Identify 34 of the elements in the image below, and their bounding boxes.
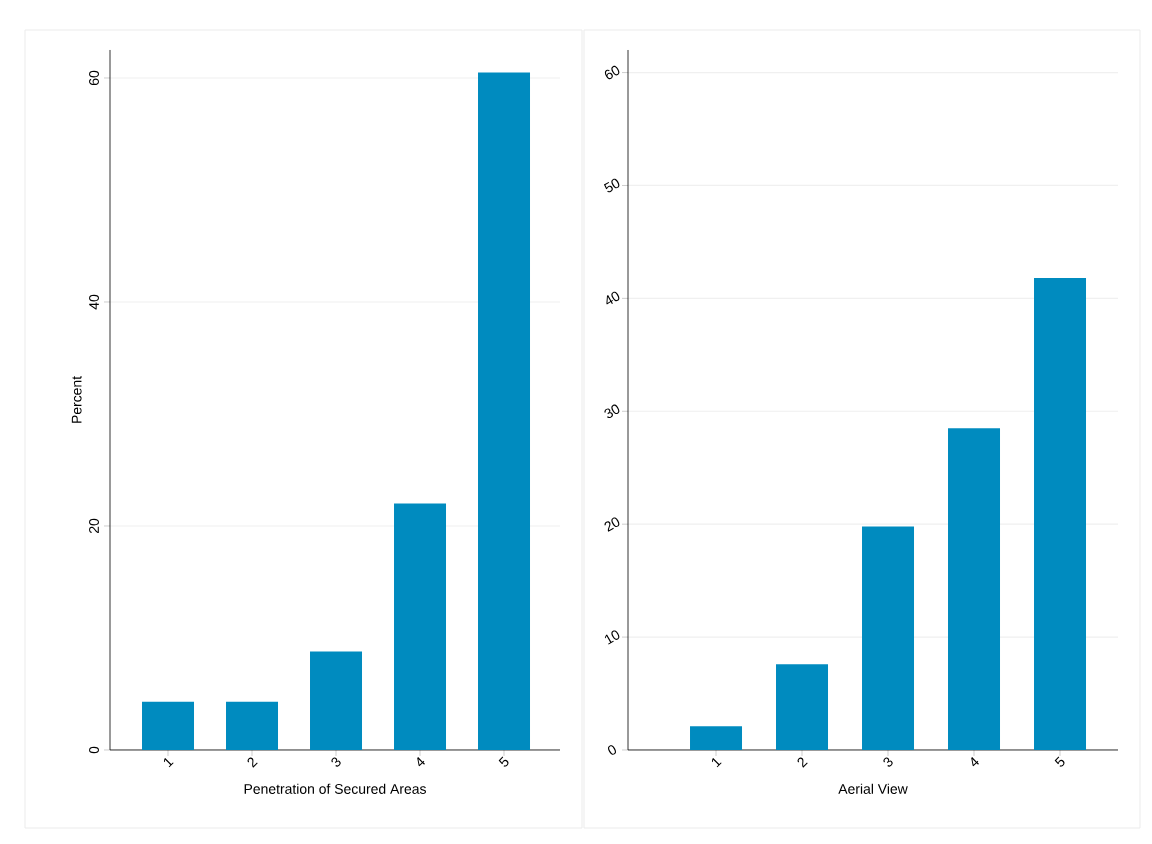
bar (478, 72, 531, 750)
x-tick-label: 1 (163, 758, 174, 768)
x-tick-label: 2 (797, 757, 808, 768)
y-tick-label: 40 (89, 294, 99, 310)
bar (142, 701, 195, 750)
x-tick-label: 4 (417, 757, 425, 767)
bar (690, 726, 743, 750)
bar (776, 664, 829, 750)
x-tick-label: 4 (971, 757, 979, 767)
x-axis-title: Aerial View (838, 783, 908, 794)
x-tick-label: 3 (883, 757, 893, 767)
y-tick-label: 0 (607, 745, 617, 755)
bar (1034, 278, 1087, 750)
y-tick-label: 60 (604, 65, 620, 80)
y-tick-label: 30 (604, 404, 620, 419)
bar (948, 428, 1001, 750)
y-tick-label: 0 (89, 746, 99, 754)
y-axis-title: Percent (71, 376, 82, 423)
x-tick-label: 2 (247, 757, 258, 768)
y-tick-label: 40 (606, 291, 620, 305)
y-tick-label: 60 (89, 70, 99, 86)
y-tick-label: 50 (603, 178, 620, 193)
y-tick-label: 20 (604, 517, 620, 532)
bar (310, 651, 363, 750)
x-tick-label: 1 (711, 758, 722, 768)
x-tick-label: 3 (331, 757, 341, 767)
x-axis-title: Penetration of Secured Areas (244, 783, 426, 794)
y-tick-label: 20 (89, 518, 99, 534)
bar (226, 701, 279, 750)
bar (394, 503, 447, 750)
bar (862, 526, 915, 750)
x-tick-label: 5 (498, 756, 509, 767)
y-tick-label: 10 (604, 630, 620, 645)
x-tick-label: 5 (1054, 756, 1065, 767)
